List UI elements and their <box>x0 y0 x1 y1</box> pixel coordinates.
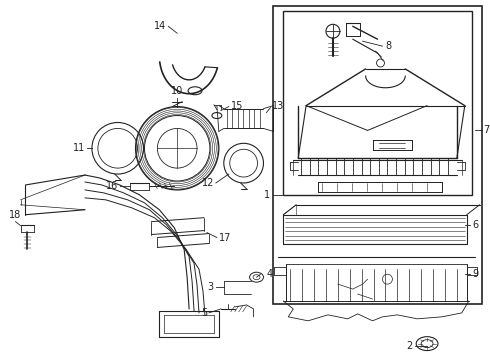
Text: 3: 3 <box>208 282 214 292</box>
Text: 14: 14 <box>154 21 166 31</box>
Text: 8: 8 <box>386 41 392 51</box>
Text: 2: 2 <box>406 341 412 351</box>
Text: 7: 7 <box>484 125 490 135</box>
Text: 11: 11 <box>73 143 85 153</box>
Text: 13: 13 <box>272 101 285 111</box>
Text: 1: 1 <box>264 190 270 200</box>
Text: 4: 4 <box>267 269 272 279</box>
Text: 10: 10 <box>171 86 183 96</box>
Text: 5: 5 <box>201 308 207 318</box>
Text: 15: 15 <box>231 101 243 111</box>
Text: 16: 16 <box>105 181 118 191</box>
Text: 12: 12 <box>201 178 214 188</box>
Text: 18: 18 <box>9 210 22 220</box>
Text: 17: 17 <box>219 233 231 243</box>
Text: 9: 9 <box>473 269 479 279</box>
Bar <box>283 12 472 195</box>
Bar <box>273 6 482 304</box>
Text: 6: 6 <box>473 220 479 230</box>
